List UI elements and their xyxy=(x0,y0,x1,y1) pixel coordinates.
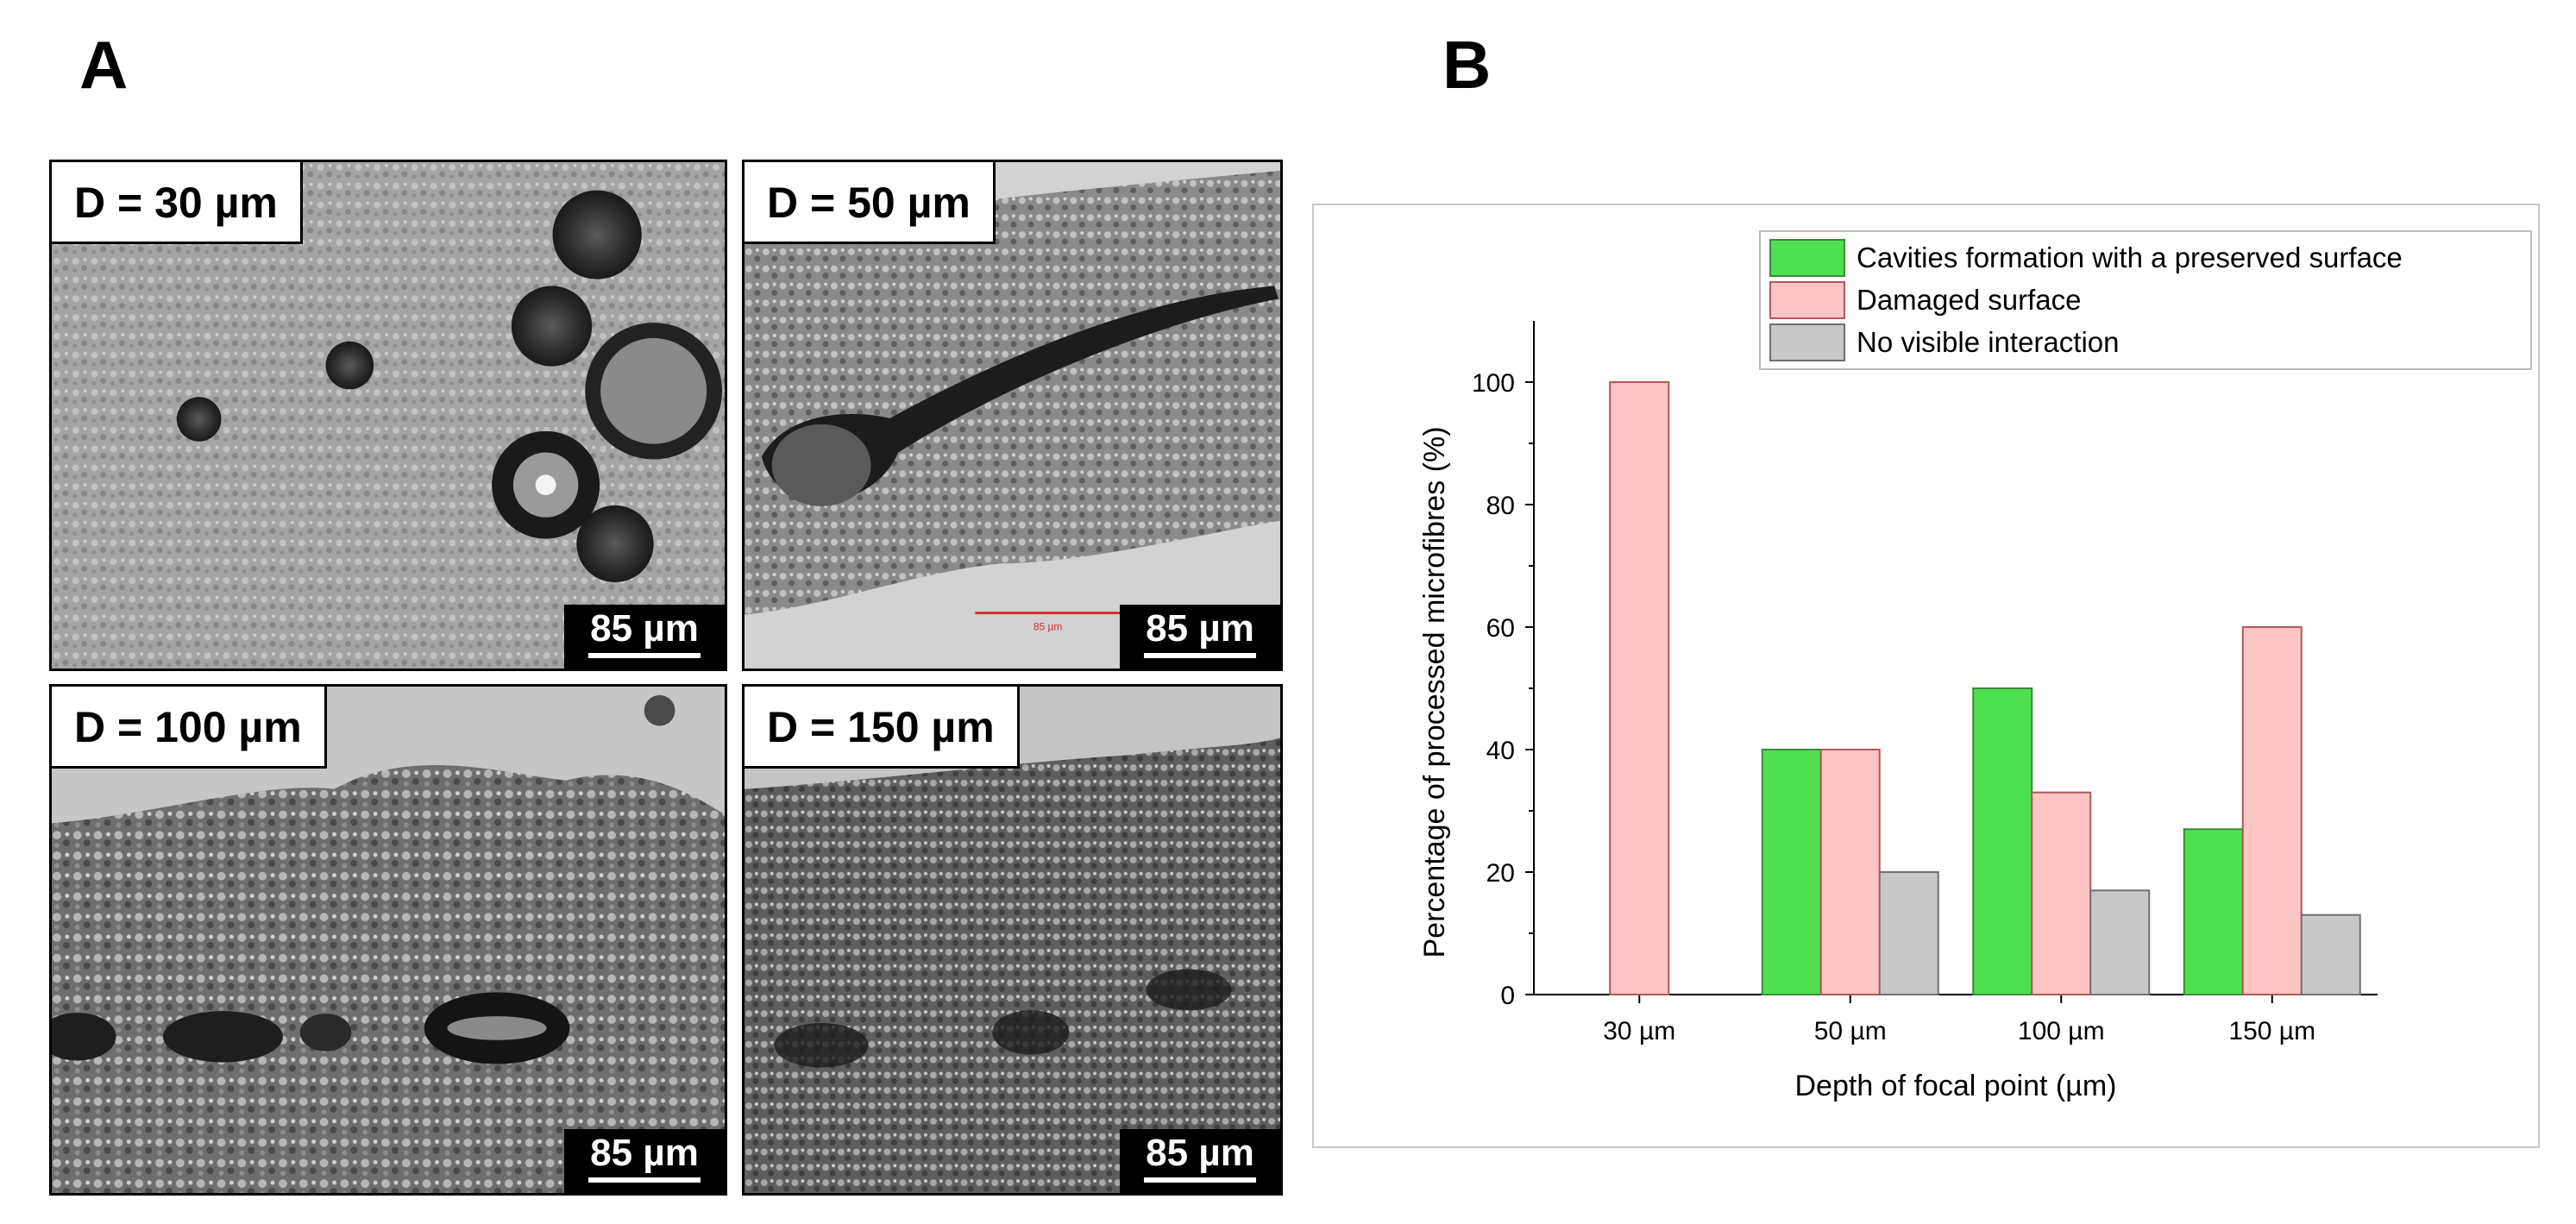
bar-chart: 0 20 40 60 80 100 30 µm 50 µm 100 µm 150 µm Cavit… xyxy=(1418,230,2532,1102)
x-tick-label: 30 µm xyxy=(1603,1017,1675,1045)
legend-entry-label: Damaged surface xyxy=(1857,284,2081,316)
bar xyxy=(2089,889,2151,995)
depth-label-d30: D = 30 µm xyxy=(52,162,303,244)
scale-bar-d150: 85 µm xyxy=(1120,1129,1280,1193)
micrograph-image-d30 xyxy=(52,162,725,668)
chart-bars xyxy=(1609,381,2361,996)
y-axis-label: Percentage of processed microfibres (%) xyxy=(1418,426,1451,957)
bar xyxy=(2241,626,2303,995)
micrograph-d100: D = 100 µm 85 µm xyxy=(49,684,727,1196)
y-tick-label: 100 xyxy=(1472,369,1515,398)
micrograph-image-d50: 85 µm xyxy=(745,162,1280,668)
bar xyxy=(1609,381,1670,995)
legend-entry-label: Cavities formation with a preserved surf… xyxy=(1857,242,2403,273)
scale-bar-d50: 85 µm xyxy=(1120,605,1280,668)
micrograph-image-d150 xyxy=(745,687,1280,1193)
scale-bar-d100: 85 µm xyxy=(564,1129,725,1193)
bar xyxy=(2031,791,2092,996)
legend-box xyxy=(1759,230,2532,370)
y-tick-label: 0 xyxy=(1500,982,1515,1010)
scale-label-d100: 85 µm xyxy=(590,1132,699,1174)
depth-label-d150: D = 150 µm xyxy=(745,687,1020,769)
bar xyxy=(2183,828,2244,995)
legend-swatch xyxy=(1769,323,1845,361)
bar xyxy=(2300,913,2361,996)
bar xyxy=(1878,871,1939,995)
y-tick-label: 20 xyxy=(1486,859,1515,888)
scale-line-d150 xyxy=(1144,1177,1256,1183)
legend-swatch xyxy=(1769,281,1845,319)
scale-label-d50: 85 µm xyxy=(1146,607,1254,650)
micrograph-d30: D = 30 µm 85 µm xyxy=(49,160,727,671)
legend-swatch xyxy=(1769,239,1845,277)
micrograph-d150: D = 150 µm 85 µm xyxy=(742,684,1283,1196)
micrograph-d50: 85 µm D = 50 µm 85 µm xyxy=(742,160,1283,671)
x-tick-label: 100 µm xyxy=(2018,1017,2105,1045)
bar xyxy=(1972,687,2033,995)
micrograph-image-d100 xyxy=(52,687,725,1193)
scale-bar-d30: 85 µm xyxy=(564,605,725,668)
depth-label-d50: D = 50 µm xyxy=(745,162,996,244)
y-tick-label: 40 xyxy=(1486,737,1515,765)
panel-label-a: A xyxy=(79,27,129,103)
bar xyxy=(1761,749,1822,995)
y-tick-label: 60 xyxy=(1486,614,1515,643)
chart-axes: 0 20 40 60 80 100 30 µm 50 µm 100 µm 150 µm xyxy=(1472,321,2378,1045)
scale-line-d50 xyxy=(1144,653,1256,658)
legend-entry-label: No visible interaction xyxy=(1857,326,2119,358)
scale-label-d150: 85 µm xyxy=(1146,1132,1254,1174)
panel-label-b: B xyxy=(1442,27,1492,103)
inner-scale-label-d50: 85 µm xyxy=(1034,620,1062,632)
scale-label-d30: 85 µm xyxy=(590,607,699,650)
depth-label-d100: D = 100 µm xyxy=(52,687,327,769)
x-axis-label: Depth of focal point (µm) xyxy=(1795,1070,2117,1102)
x-tick-label: 150 µm xyxy=(2228,1017,2315,1045)
y-tick-label: 80 xyxy=(1486,492,1515,520)
bar xyxy=(1819,749,1881,995)
scale-line-d100 xyxy=(588,1177,701,1183)
scale-line-d30 xyxy=(588,653,701,658)
chart-legend: Cavities formation with a preserved surf… xyxy=(1759,230,2532,370)
x-tick-label: 50 µm xyxy=(1814,1017,1887,1045)
